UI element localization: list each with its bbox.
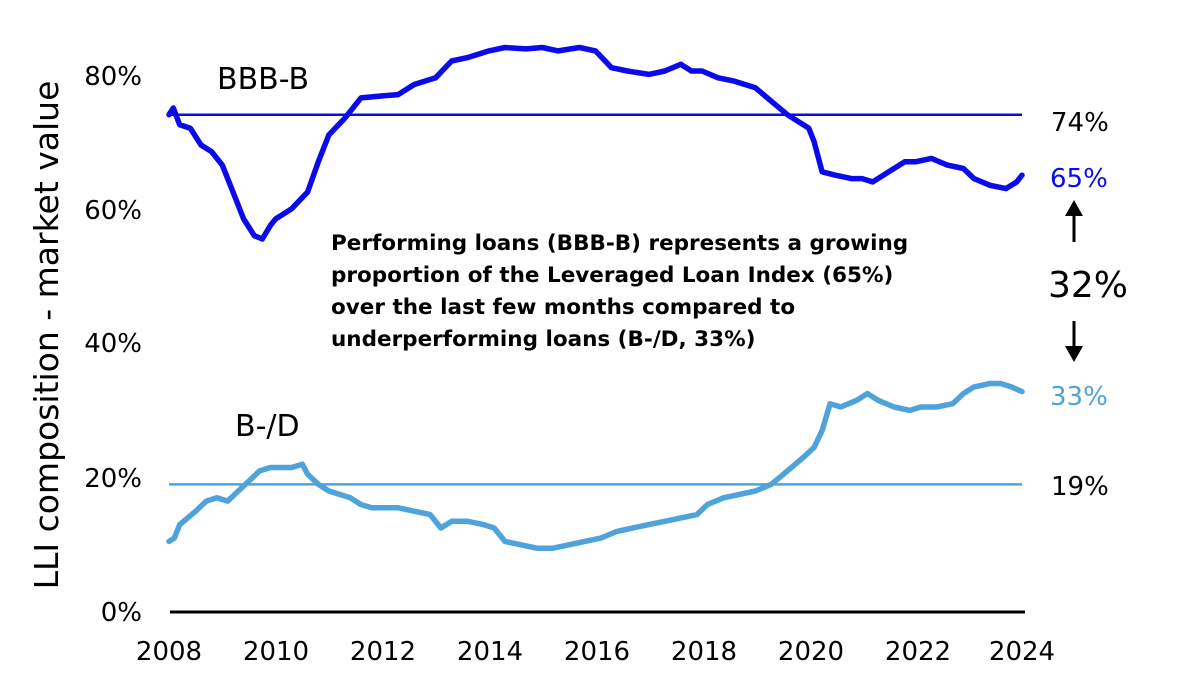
- note-line: over the last few months compared to: [331, 295, 795, 320]
- b-d-end-label: 33%: [1050, 382, 1108, 412]
- bbb-b-series-label: BBB-B: [217, 62, 309, 97]
- x-tick-label: 2014: [457, 637, 523, 667]
- y-tick-labels: 0% 20% 40% 60% 80%: [84, 62, 142, 628]
- annotation-note: Performing loans (BBB-B) represents a gr…: [331, 231, 908, 352]
- x-tick-label: 2010: [243, 637, 309, 667]
- note-line: underperforming loans (B-/D, 33%): [331, 327, 755, 352]
- note-line: proportion of the Leveraged Loan Index (…: [331, 263, 893, 288]
- x-tick-label: 2022: [885, 637, 951, 667]
- x-tick-labels: 2008 2010 2012 2014 2016 2018 2020 2022 …: [136, 637, 1055, 667]
- up-arrow-icon: [1065, 200, 1083, 242]
- x-tick-label: 2012: [350, 637, 416, 667]
- note-line: Performing loans (BBB-B) represents a gr…: [331, 231, 908, 256]
- x-tick-label: 2008: [136, 637, 202, 667]
- y-tick-label: 80%: [84, 62, 142, 92]
- b-d-series-label: B-/D: [235, 409, 300, 444]
- bbb-b-series-line: [166, 44, 1025, 242]
- x-tick-label: 2018: [671, 637, 737, 667]
- x-tick-label: 2016: [564, 637, 630, 667]
- y-tick-label: 60%: [84, 196, 142, 226]
- down-arrow-icon: [1065, 321, 1083, 362]
- y-axis-label: LLI composition - market value: [27, 81, 66, 590]
- x-tick-label: 2024: [989, 637, 1055, 667]
- y-tick-label: 0%: [101, 598, 142, 628]
- y-tick-label: 20%: [84, 464, 142, 494]
- b-d-reference-label: 19%: [1051, 472, 1109, 502]
- y-tick-label: 40%: [84, 329, 142, 359]
- x-tick-label: 2020: [778, 637, 844, 667]
- gap-label: 32%: [1048, 265, 1128, 306]
- b-d-series-line: [166, 380, 1025, 551]
- bbb-b-reference-label: 74%: [1051, 108, 1109, 138]
- bbb-b-end-label: 65%: [1050, 164, 1108, 194]
